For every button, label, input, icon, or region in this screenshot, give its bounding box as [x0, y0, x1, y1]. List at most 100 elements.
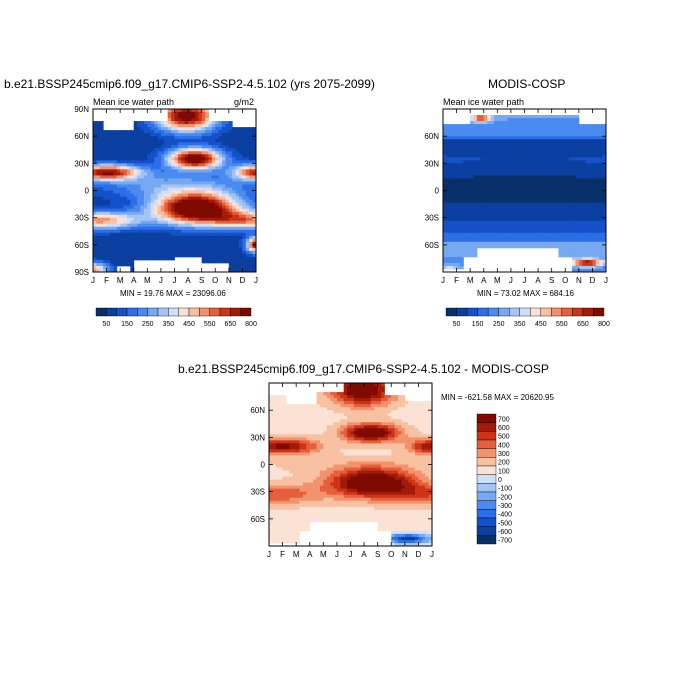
heatmap-cell [456, 142, 461, 146]
heatmap-cell [578, 163, 583, 167]
heatmap-cell [150, 175, 155, 179]
heatmap-cell [109, 253, 114, 258]
heatmap-cell [282, 536, 287, 541]
heatmap-cell [507, 217, 512, 222]
heatmap-cell [133, 139, 138, 143]
heatmap-cell [514, 217, 519, 222]
heatmap-cell [497, 190, 502, 194]
heatmap-cell [456, 235, 461, 240]
heatmap-cell [130, 160, 135, 164]
heatmap-cell [289, 437, 294, 441]
heatmap-cell [109, 172, 114, 176]
heatmap-cell [215, 259, 220, 264]
heatmap-cell [285, 464, 290, 468]
heatmap-cell [232, 232, 237, 237]
heatmap-cell [239, 184, 243, 188]
heatmap-cell [561, 145, 566, 149]
heatmap-cell [456, 127, 461, 131]
heatmap-cell [228, 172, 233, 176]
heatmap-cell [150, 199, 155, 203]
heatmap-cell [245, 256, 250, 261]
heatmap-cell [232, 136, 237, 140]
heatmap-cell [289, 416, 294, 420]
heatmap-cell [565, 223, 570, 228]
heatmap-cell [215, 187, 220, 191]
heatmap-cell [282, 449, 287, 453]
heatmap-cell [93, 169, 97, 173]
heatmap-cell [582, 238, 587, 243]
heatmap-cell [449, 250, 454, 255]
heatmap-cell [585, 202, 590, 206]
heatmap-cell [116, 241, 121, 246]
heatmap-cell [106, 139, 111, 143]
heatmap-cell [154, 220, 158, 225]
heatmap-cell [487, 184, 491, 188]
heatmap-cell [456, 124, 461, 128]
heatmap-cell [575, 208, 580, 213]
heatmap-cell [497, 163, 502, 167]
heatmap-cell [242, 214, 247, 219]
heatmap-cell [459, 205, 464, 210]
heatmap-cell [446, 217, 451, 222]
heatmap-cell [188, 130, 192, 134]
heatmap-cell [211, 202, 216, 206]
heatmap-cell [504, 232, 508, 237]
heatmap-cell [589, 229, 593, 234]
heatmap-cell [96, 172, 101, 176]
heatmap-cell [137, 235, 141, 240]
heatmap-cell [147, 253, 152, 258]
heatmap-cell [446, 241, 451, 246]
heatmap-cell [510, 148, 515, 152]
heatmap-cell [572, 172, 576, 176]
heatmap-cell [116, 169, 121, 173]
heatmap-cell [188, 151, 192, 155]
heatmap-cell [198, 109, 203, 113]
heatmap-cell [521, 121, 525, 125]
heatmap-cell [184, 223, 189, 228]
y-tick-label: 30N [74, 159, 89, 168]
heatmap-cell [279, 515, 283, 520]
heatmap-cell [126, 154, 131, 158]
heatmap-cell [289, 497, 294, 502]
heatmap-cell [198, 127, 203, 131]
heatmap-cell [99, 133, 104, 137]
heatmap-cell [582, 163, 587, 167]
heatmap-cell [534, 217, 539, 222]
heatmap-cell [555, 220, 559, 225]
heatmap-cell [521, 181, 525, 185]
heatmap-cell [453, 235, 457, 240]
heatmap-cell [208, 238, 213, 243]
heatmap-cell [194, 121, 199, 125]
heatmap-cell [510, 169, 515, 173]
heatmap-cell [497, 211, 502, 216]
heatmap-cell [174, 160, 179, 164]
heatmap-cell [232, 268, 237, 273]
heatmap-cell [198, 202, 203, 206]
heatmap-cell [157, 178, 162, 182]
heatmap-cell [109, 184, 114, 188]
heatmap-cell [106, 256, 111, 261]
heatmap-cell [239, 205, 243, 210]
heatmap-cell [524, 238, 529, 243]
heatmap-cell [113, 199, 118, 203]
heatmap-cell [154, 178, 158, 182]
heatmap-cell [527, 160, 532, 164]
heatmap-cell [517, 220, 522, 225]
heatmap-cell [181, 124, 186, 128]
heatmap-cell [589, 232, 593, 237]
heatmap-cell [446, 148, 451, 152]
heatmap-cell [456, 148, 461, 152]
heatmap-cell [456, 190, 461, 194]
heatmap-cell [181, 136, 186, 140]
heatmap-cell [194, 154, 199, 158]
heatmap-cell [480, 217, 485, 222]
heatmap-cell [527, 217, 532, 222]
heatmap-cell [459, 214, 464, 219]
heatmap-cell [96, 151, 101, 155]
heatmap-cell [160, 154, 165, 158]
heatmap-cell [120, 262, 124, 267]
heatmap-cell [517, 160, 522, 164]
heatmap-cell [456, 184, 461, 188]
heatmap-cell [443, 208, 447, 213]
heatmap-cell [565, 208, 570, 213]
